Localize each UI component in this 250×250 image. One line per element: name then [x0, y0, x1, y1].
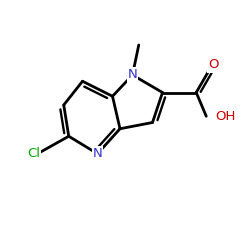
- Text: N: N: [92, 147, 102, 160]
- Text: OH: OH: [215, 110, 236, 123]
- Text: O: O: [208, 58, 219, 71]
- Text: N: N: [128, 68, 138, 82]
- Text: Cl: Cl: [27, 147, 40, 160]
